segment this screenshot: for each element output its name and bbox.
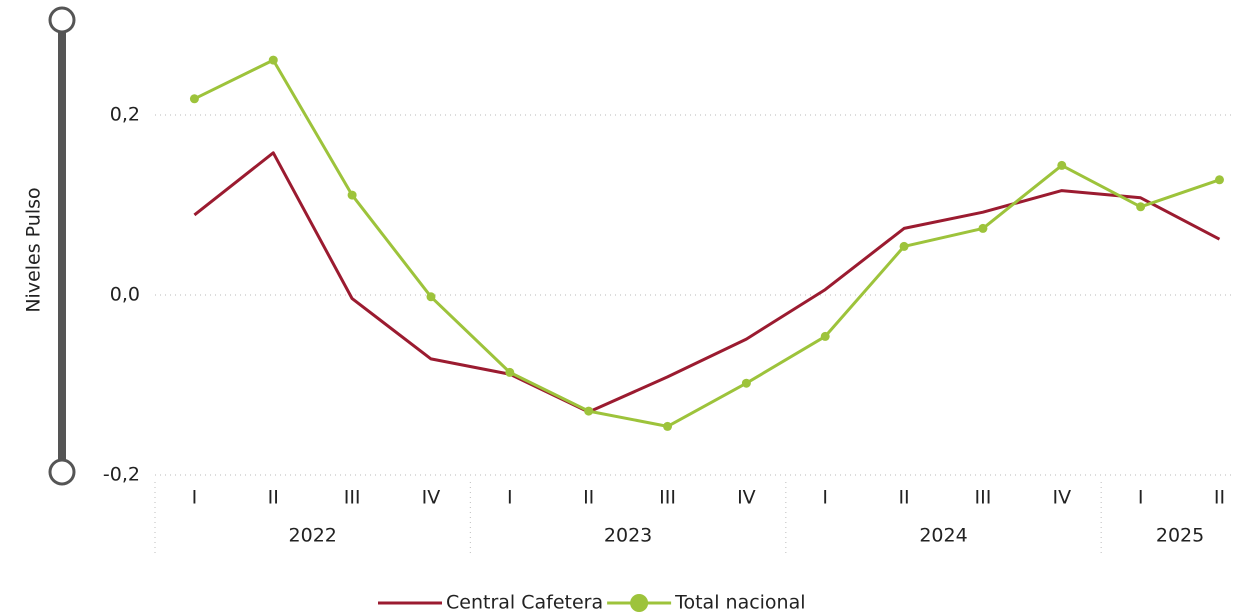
- y-axis-label: Niveles Pulso: [23, 187, 45, 312]
- range-slider[interactable]: [48, 6, 76, 486]
- x-group-label: 2022: [289, 525, 337, 547]
- point: [189, 94, 199, 104]
- x-tick-label: IV: [737, 487, 756, 509]
- point: [1214, 175, 1224, 185]
- point: [268, 55, 278, 65]
- x-tick-label: IV: [422, 487, 441, 509]
- point: [663, 421, 673, 431]
- legend-label: Central Cafetera: [446, 592, 603, 614]
- point: [1057, 160, 1067, 170]
- x-tick-label: II: [1214, 487, 1225, 509]
- x-group-label: 2024: [919, 525, 967, 547]
- x-group-label: 2025: [1156, 525, 1204, 547]
- x-tick-label: I: [1138, 487, 1144, 509]
- x-tick-label: III: [659, 487, 676, 509]
- y-tick-label: 0,2: [110, 104, 140, 126]
- series-line: [193, 151, 1221, 414]
- x-tick-label: III: [975, 487, 992, 509]
- x-tick-label: II: [898, 487, 909, 509]
- legend-label: Total nacional: [674, 592, 805, 614]
- series-line: [193, 58, 1220, 428]
- x-tick-label: IV: [1052, 487, 1071, 509]
- x-tick-label: I: [507, 487, 513, 509]
- point: [978, 223, 988, 233]
- x-tick-label: I: [822, 487, 828, 509]
- y-tick-label: -0,2: [103, 464, 140, 486]
- slider-handle[interactable]: [48, 458, 76, 486]
- point: [899, 241, 909, 251]
- slider-handle[interactable]: [48, 6, 76, 34]
- point: [426, 292, 436, 302]
- x-tick-label: II: [268, 487, 279, 509]
- legend-marker: [630, 594, 649, 612]
- point: [347, 190, 357, 200]
- x-tick-label: I: [192, 487, 198, 509]
- x-tick-label: III: [344, 487, 361, 509]
- point: [584, 406, 594, 416]
- point: [1136, 202, 1146, 212]
- point: [505, 367, 515, 377]
- slider-track: [58, 20, 66, 472]
- point: [820, 331, 830, 341]
- x-tick-label: II: [583, 487, 594, 509]
- point: [741, 378, 751, 388]
- y-tick-label: 0,0: [110, 284, 140, 306]
- x-group-label: 2023: [604, 525, 652, 547]
